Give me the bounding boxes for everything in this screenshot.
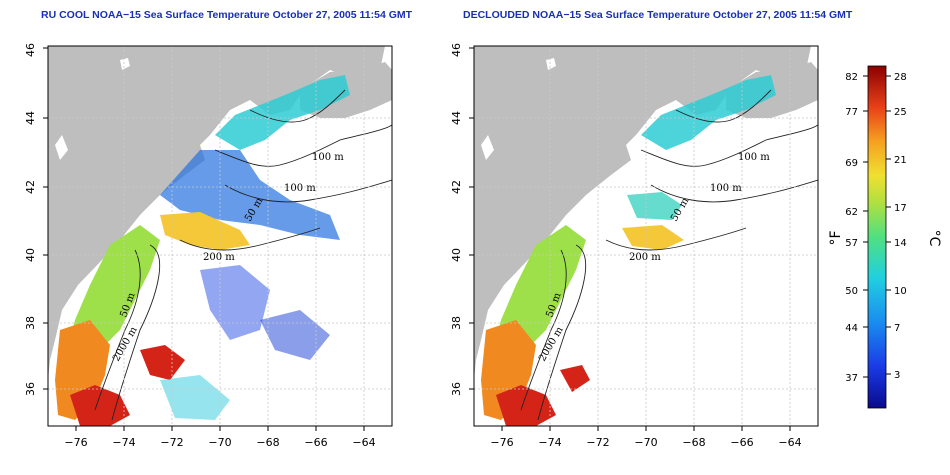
y-tick-label: 42: [450, 180, 463, 194]
x-tick-label: −66: [730, 436, 753, 449]
x-tick-label: −76: [490, 436, 513, 449]
lake: [546, 58, 556, 70]
y-tick-label: 40: [450, 248, 463, 262]
celsius-tick: 14: [894, 238, 907, 249]
lake: [120, 58, 130, 70]
celsius-tick: 7: [894, 323, 900, 334]
fahrenheit-tick: 69: [845, 158, 858, 169]
celsius-tick: 10: [894, 286, 907, 297]
x-tick-label: −68: [256, 436, 279, 449]
contour-label: 200 m: [629, 252, 661, 263]
sst-region-red: [70, 385, 130, 426]
sst-patches-blue: [200, 265, 270, 340]
lake: [55, 135, 68, 160]
grid-lines: [474, 46, 818, 426]
y-tick-label: 38: [24, 316, 37, 330]
land-mass: [474, 46, 811, 380]
x-tick-label: −72: [586, 436, 609, 449]
bathymetry-contours: [520, 89, 818, 421]
celsius-tick: 21: [894, 155, 907, 166]
fahrenheit-tick: 62: [845, 207, 858, 218]
contour-label: 100 m: [284, 183, 316, 194]
sst-region-red: [140, 345, 185, 380]
right-map: 100 m 100 m 50 m 200 m 50 m 2000 m −76 −…: [450, 43, 819, 449]
fahrenheit-tick: 77: [845, 107, 858, 118]
x-tick-label: −66: [304, 436, 327, 449]
celsius-tick: 3: [894, 370, 900, 381]
y-tick-label: 46: [24, 43, 37, 57]
fahrenheit-tick: 44: [845, 323, 858, 334]
fahrenheit-tick: 57: [845, 238, 858, 249]
sst-region-red: [496, 385, 556, 426]
sst-region-cool: [641, 75, 776, 150]
fahrenheit-tick: 37: [845, 373, 858, 384]
right-map-title: DECLOUDED NOAA−15 Sea Surface Temperatur…: [463, 9, 853, 21]
sst-region-cool: [215, 75, 350, 150]
sst-region-red: [560, 365, 590, 392]
x-tick-label: −72: [160, 436, 183, 449]
bathymetry-contours: [94, 89, 392, 421]
celsius-tick: 25: [894, 107, 907, 118]
contour-label: 100 m: [312, 152, 344, 163]
x-tick-label: −70: [634, 436, 657, 449]
x-tick-label: −64: [352, 436, 375, 449]
lake: [481, 135, 494, 160]
y-tick-label: 46: [450, 43, 463, 57]
colorbar: 82 77 69 62 57 50 44 37 28 25 21 17 14 1…: [828, 65, 942, 409]
sst-region-blue: [160, 150, 340, 240]
contour-label: 100 m: [738, 152, 770, 163]
contour-label: 200 m: [203, 252, 235, 263]
left-map: 100 m 100 m 50 m 200 m 50 m 2000 m −76 −…: [24, 43, 393, 449]
celsius-tick: 28: [894, 72, 907, 83]
contour-label: 100 m: [710, 183, 742, 194]
left-map-title: RU COOL NOAA−15 Sea Surface Temperature …: [41, 9, 413, 21]
y-tick-label: 44: [24, 111, 37, 125]
sst-patches-cyan: [160, 375, 230, 420]
x-tick-label: −64: [778, 436, 801, 449]
x-tick-label: −74: [112, 436, 135, 449]
fahrenheit-unit: °F: [828, 230, 844, 245]
y-tick-label: 44: [450, 111, 463, 125]
x-tick-label: −68: [682, 436, 705, 449]
x-tick-label: −74: [538, 436, 561, 449]
fahrenheit-tick: 82: [845, 72, 858, 83]
sst-patches-blue: [260, 310, 330, 360]
y-tick-label: 38: [450, 316, 463, 330]
sst-region-warm: [622, 225, 684, 250]
celsius-unit: °C: [926, 230, 942, 247]
colorbar-gradient: [867, 65, 887, 409]
fahrenheit-tick: 50: [845, 286, 858, 297]
x-tick-label: −76: [64, 436, 87, 449]
x-tick-label: −70: [208, 436, 231, 449]
celsius-tick: 17: [894, 203, 907, 214]
land-mass: [48, 46, 385, 380]
sst-region-cool: [627, 192, 682, 220]
y-tick-label: 36: [450, 382, 463, 396]
y-tick-label: 36: [24, 382, 37, 396]
grid-lines: [48, 46, 392, 426]
sst-region-warm: [160, 212, 250, 250]
y-tick-label: 40: [24, 248, 37, 262]
y-tick-label: 42: [24, 180, 37, 194]
